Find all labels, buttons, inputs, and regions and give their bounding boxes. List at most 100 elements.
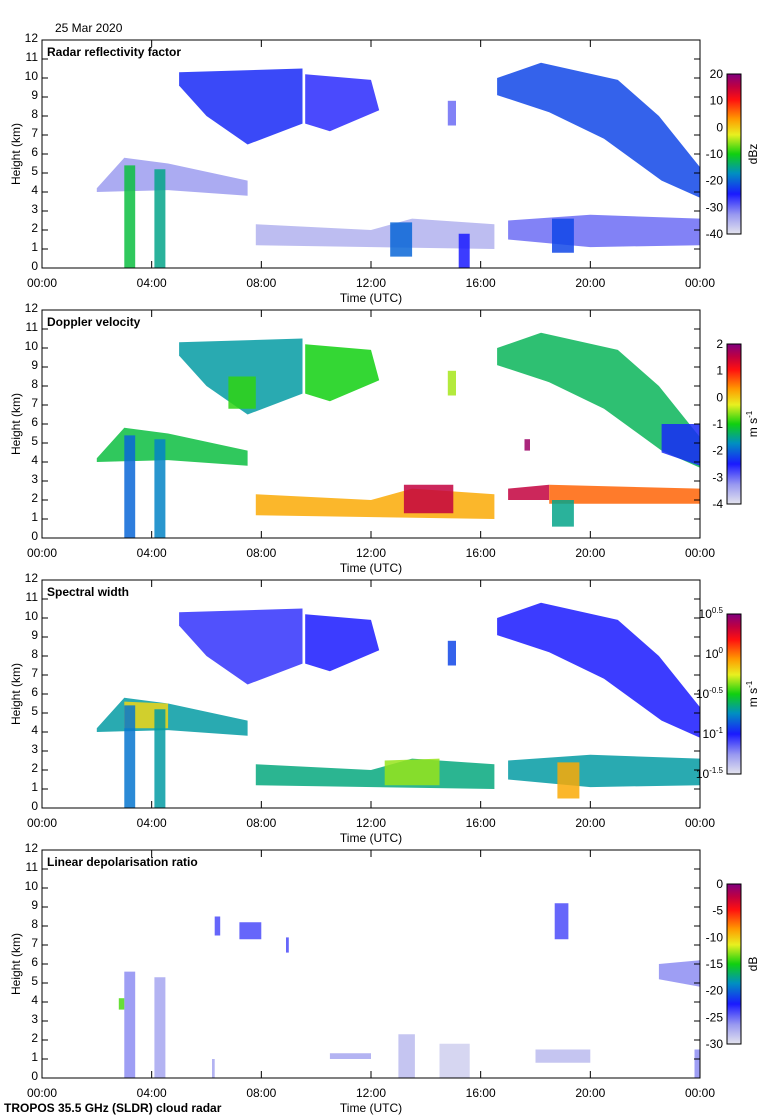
echo-region: [212, 1059, 215, 1078]
colorbar-tick-base: -5: [712, 904, 723, 918]
y-tick-label: 3: [31, 1012, 38, 1026]
y-tick-label: 9: [31, 898, 38, 912]
y-tick-label: 6: [31, 955, 38, 969]
colorbar-tick-label: 10: [710, 94, 724, 108]
colorbar-label: m s-1: [745, 680, 760, 707]
colorbar-tick-base: -10: [706, 930, 724, 944]
colorbar-tick-exponent: 0.5: [712, 606, 724, 615]
colorbar-tick-label: -15: [706, 957, 724, 971]
x-tick-label: 20:00: [575, 816, 605, 830]
colorbar-tick-label: 10-0.5: [696, 686, 724, 701]
colorbar-unit: dBz: [746, 144, 760, 165]
colorbar-tick-label: -30: [706, 1037, 724, 1051]
x-tick-label: 04:00: [137, 546, 167, 560]
y-tick-label: 3: [31, 472, 38, 486]
y-tick-label: 5: [31, 164, 38, 178]
echo-region: [384, 758, 440, 786]
y-tick-label: 2: [31, 761, 38, 775]
y-tick-label: 0: [31, 529, 38, 543]
y-tick-label: 6: [31, 145, 38, 159]
panel-title: Spectral width: [47, 585, 129, 599]
colorbar-tick-base: -30: [706, 200, 724, 214]
y-tick-label: 4: [31, 993, 38, 1007]
colorbar-tick-label: 0: [716, 390, 723, 404]
colorbar-tick-label: -10: [706, 147, 724, 161]
echo-region: [552, 218, 574, 253]
echo-region: [497, 62, 700, 198]
colorbar-tick-label: -20: [706, 174, 724, 188]
x-tick-label: 00:00: [27, 546, 57, 560]
echo-region: [96, 427, 248, 466]
colorbar-unit: dB: [746, 957, 760, 972]
colorbar-tick-base: -2: [712, 444, 723, 458]
echo-region: [403, 484, 454, 514]
colorbar-tick-base: 2: [716, 337, 723, 351]
colorbar-tick-base: -20: [706, 984, 724, 998]
echo-region: [96, 157, 248, 196]
colorbar-tick-label: 1: [716, 364, 723, 378]
colorbar-tick-base: 20: [710, 67, 724, 81]
y-tick-label: 6: [31, 685, 38, 699]
x-tick-label: 08:00: [246, 1086, 276, 1100]
y-tick-label: 2: [31, 1031, 38, 1045]
echo-region: [179, 608, 303, 685]
y-axis-label: Height (km): [9, 663, 23, 725]
y-tick-label: 7: [31, 666, 38, 680]
x-tick-label: 16:00: [466, 816, 496, 830]
x-tick-label: 12:00: [356, 276, 386, 290]
y-tick-label: 12: [25, 301, 39, 315]
colorbar-tick-base: -4: [712, 497, 723, 511]
echo-region: [154, 169, 166, 268]
y-tick-label: 10: [25, 69, 39, 83]
echo-region: [439, 1043, 470, 1078]
y-tick-label: 8: [31, 647, 38, 661]
colorbar-tick-base: -25: [706, 1010, 724, 1024]
echo-region: [447, 640, 456, 666]
y-tick-label: 8: [31, 917, 38, 931]
y-tick-label: 11: [26, 50, 39, 64]
x-tick-label: 16:00: [466, 1086, 496, 1100]
x-tick-label: 12:00: [356, 1086, 386, 1100]
colorbar-tick-base: 10: [705, 647, 719, 661]
x-tick-label: 20:00: [575, 276, 605, 290]
y-tick-label: 11: [26, 860, 39, 874]
echo-region: [447, 100, 456, 126]
echo-region: [154, 709, 166, 808]
echo-region: [124, 435, 136, 538]
colorbar-label: dB: [746, 957, 760, 972]
echo-region: [390, 222, 413, 257]
echo-region: [255, 488, 495, 519]
colorbar-tick-base: 10: [696, 687, 710, 701]
colorbar: [726, 343, 742, 505]
y-tick-label: 0: [31, 799, 38, 813]
colorbar-tick-base: -30: [706, 1037, 724, 1051]
colorbar-unit-exponent: -1: [745, 410, 754, 418]
x-tick-label: 20:00: [575, 1086, 605, 1100]
y-tick-label: 12: [25, 841, 39, 855]
x-tick-label: 00:00: [685, 546, 715, 560]
y-tick-label: 1: [31, 510, 38, 524]
x-tick-label: 04:00: [137, 276, 167, 290]
y-tick-label: 10: [25, 609, 39, 623]
colorbar-tick-label: 100.5: [699, 606, 724, 621]
panel-title: Radar reflectivity factor: [47, 45, 181, 59]
x-tick-label: 00:00: [685, 1086, 715, 1100]
echo-region: [305, 344, 380, 402]
x-tick-label: 08:00: [246, 276, 276, 290]
x-tick-label: 00:00: [27, 1086, 57, 1100]
echo-region: [661, 424, 700, 466]
x-tick-label: 00:00: [27, 276, 57, 290]
colorbar-tick-exponent: -1.5: [709, 766, 723, 775]
echo-region: [524, 439, 530, 451]
echo-region: [458, 233, 470, 268]
colorbar-tick-base: -15: [706, 957, 724, 971]
colorbar-tick-label: -30: [706, 200, 724, 214]
colorbar-tick-label: 0: [716, 120, 723, 134]
y-tick-label: 12: [25, 571, 39, 585]
plot-frame: [41, 849, 701, 1079]
echo-region: [214, 916, 221, 936]
y-tick-label: 1: [31, 240, 38, 254]
colorbar-tick-label: -20: [706, 984, 724, 998]
panel-4: Linear depolarisation ratio 00:00 04:00 08:…: [9, 841, 760, 1115]
